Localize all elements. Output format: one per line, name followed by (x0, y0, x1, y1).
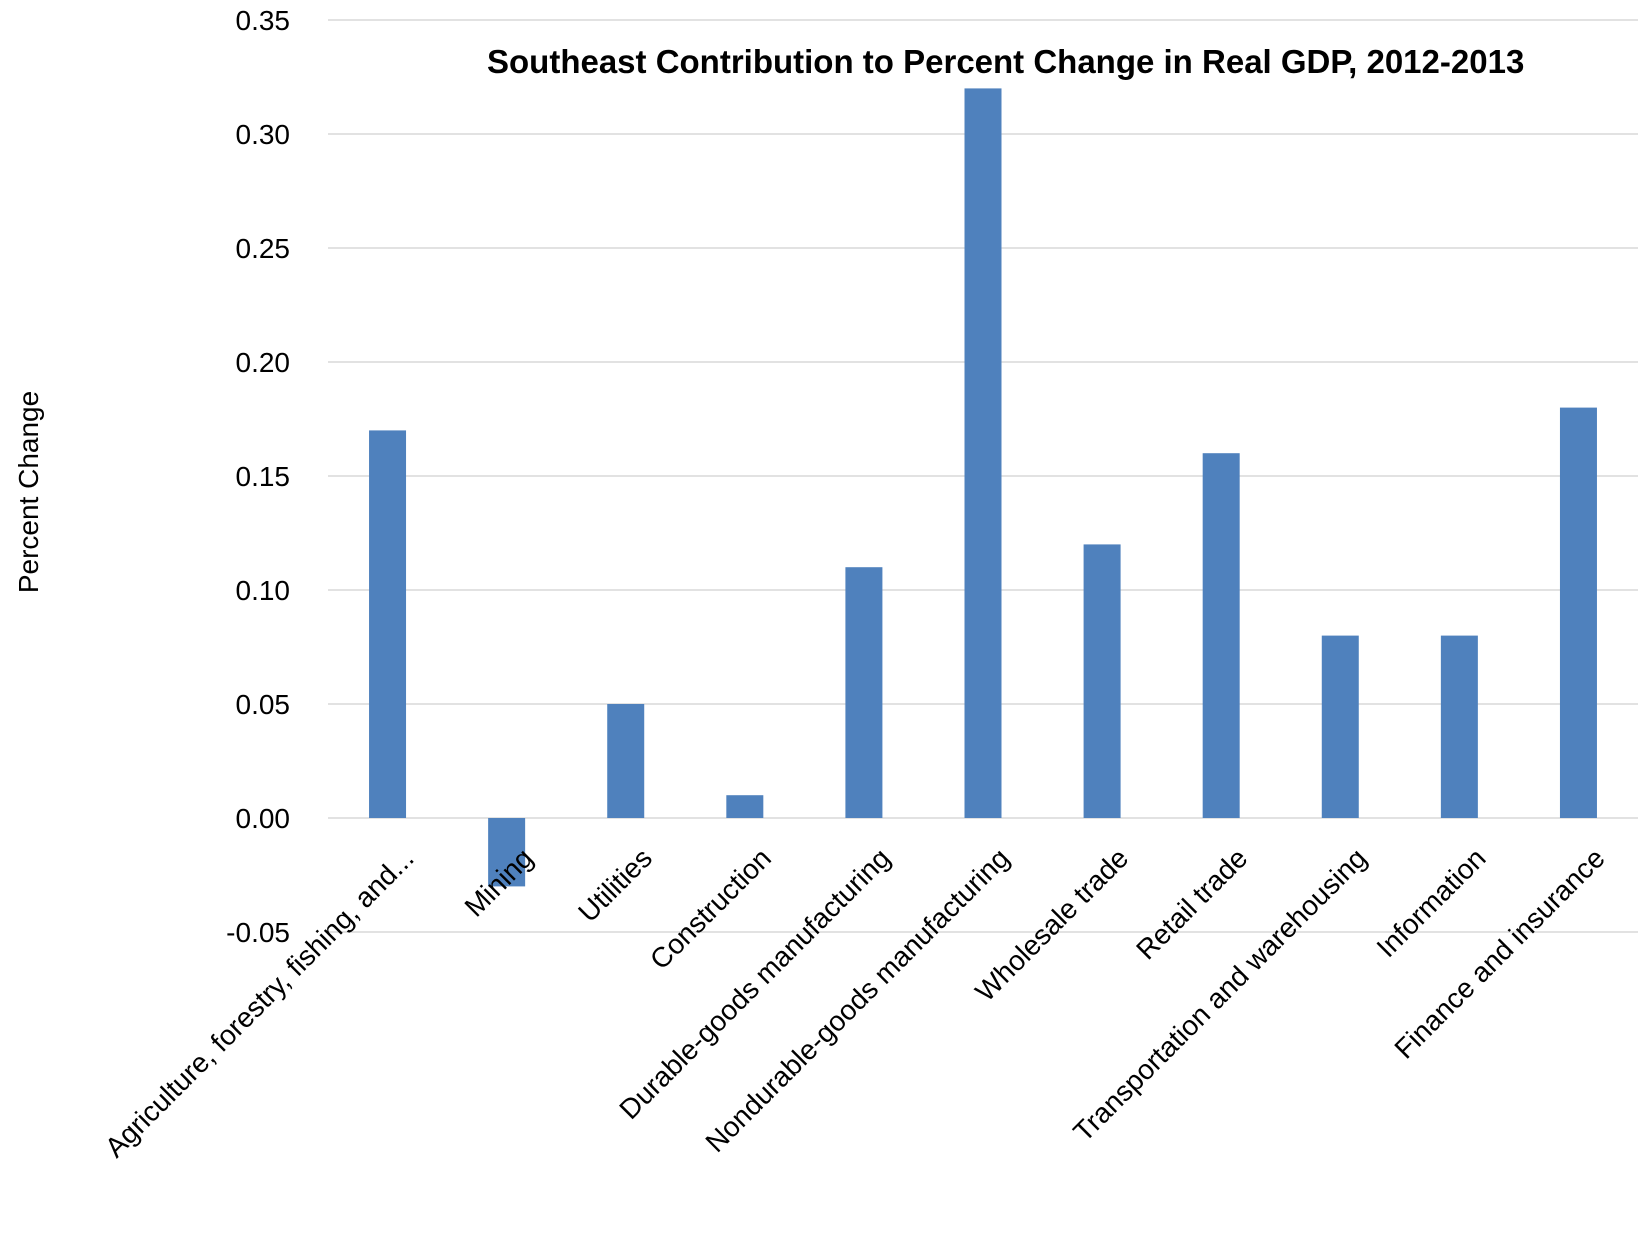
y-tick-label: 0.05 (236, 689, 291, 720)
bar (1440, 635, 1478, 818)
category-labels: Agriculture, forestry, fishing, and... Mi… (99, 842, 1611, 1163)
bar (726, 795, 764, 818)
y-axis-tick-labels: -0.05 0.00 0.05 0.10 0.15 0.20 0.25 0.30 0.35 (226, 5, 290, 948)
y-tick-label: 0.35 (236, 5, 291, 36)
y-tick-label: -0.05 (226, 917, 290, 948)
bar (1202, 453, 1240, 818)
y-tick-label: 0.30 (236, 119, 291, 150)
bar (1321, 635, 1359, 818)
category-label: Finance and insurance (1388, 842, 1610, 1064)
category-label: Utilities (572, 842, 658, 928)
category-label: Retail trade (1130, 842, 1253, 965)
y-tick-label: 0.25 (236, 233, 291, 264)
bars (369, 88, 1597, 887)
y-tick-label: 0.00 (236, 803, 291, 834)
bar (845, 567, 883, 818)
bar (488, 818, 526, 887)
y-tick-label: 0.10 (236, 575, 291, 606)
y-tick-label: 0.20 (236, 347, 291, 378)
bar (1559, 407, 1597, 818)
bar (964, 88, 1002, 818)
y-axis-title: Percent Change (13, 391, 44, 593)
bar (607, 704, 645, 818)
bar (1083, 544, 1121, 818)
y-tick-label: 0.15 (236, 461, 291, 492)
bar (369, 430, 407, 818)
category-label: Agriculture, forestry, fishing, and... (99, 842, 420, 1163)
category-label: Construction (644, 842, 777, 975)
chart-title: Southeast Contribution to Percent Change… (487, 43, 1524, 80)
category-label: Information (1371, 842, 1492, 963)
